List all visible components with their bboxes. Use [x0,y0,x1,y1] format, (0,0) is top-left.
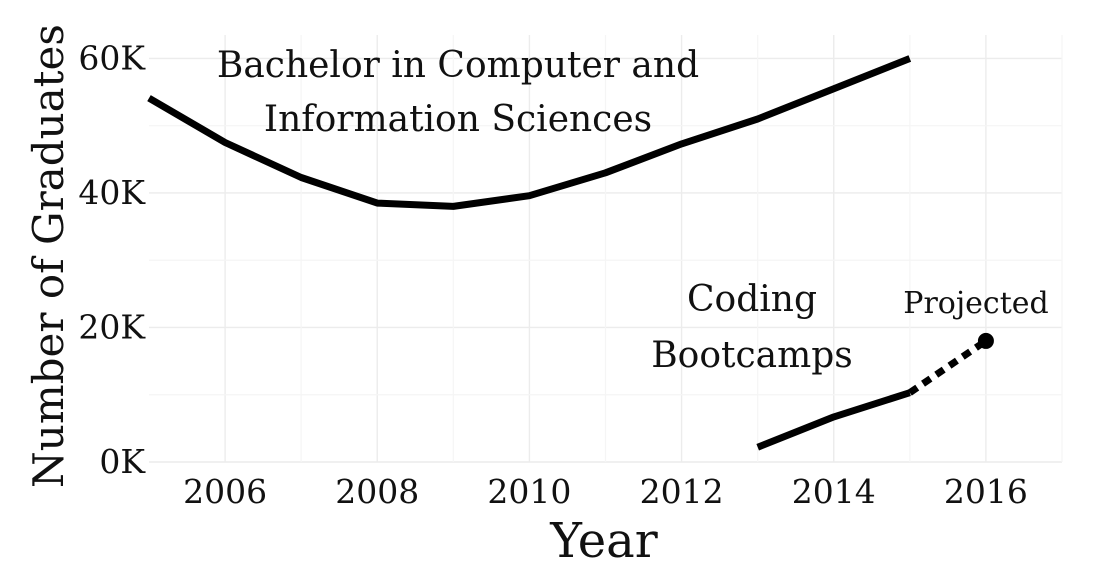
x-tick-label-2008: 2008 [335,472,419,511]
x-tick-label-2016: 2016 [944,472,1028,511]
y-tick-label-0K: 0K [99,442,146,481]
annotation-projected: Projected [903,286,1048,321]
x-axis-ticks: 2006 2008 2010 2012 2014 2016 [183,472,1028,511]
x-tick-label-2010: 2010 [487,472,571,511]
chart-grid [149,35,1063,463]
series-line-0 [147,55,912,210]
y-axis-ticks: 0K 20K 40K 60K [78,38,146,481]
projected-point-marker [977,332,994,349]
annotation-bootcamp-line1: Coding [687,279,817,320]
annotation-bachelor-line1: Bachelor in Computer and [217,45,699,86]
y-tick-label-20K: 20K [78,307,146,346]
y-axis-title: Number of Graduates [24,24,73,488]
x-tick-label-2006: 2006 [183,472,267,511]
y-tick-label-40K: 40K [78,173,146,212]
x-tick-label-2012: 2012 [640,472,724,511]
series-line-2 [907,338,988,396]
annotation-bootcamp-line2: Bootcamps [651,335,853,376]
x-axis-title: Year [549,513,658,569]
annotation-bachelor-line2: Information Sciences [264,99,652,140]
series-line-1 [756,389,911,451]
x-tick-label-2014: 2014 [792,472,876,511]
chart-series [147,55,994,451]
y-tick-label-60K: 60K [78,38,146,77]
